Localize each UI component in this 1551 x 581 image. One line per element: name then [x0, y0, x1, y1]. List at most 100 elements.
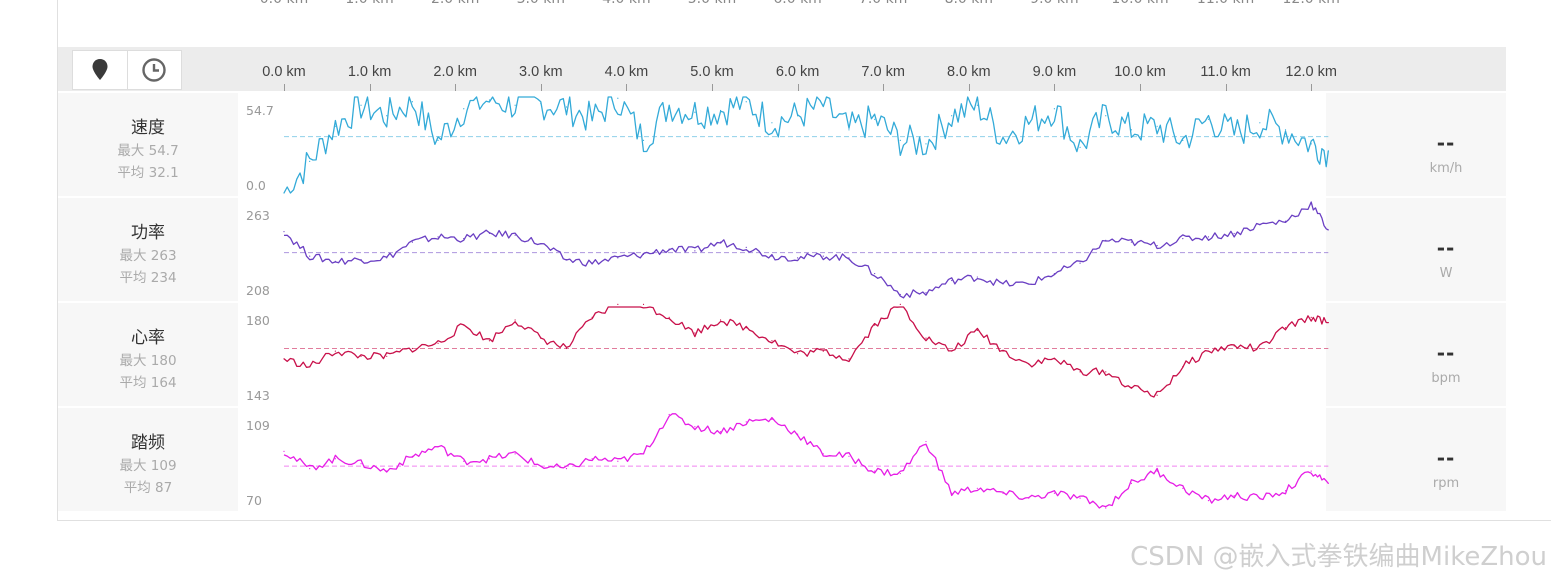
data-point: [463, 324, 465, 326]
x-tick-mark: [1054, 84, 1056, 91]
top-axis-clipped: 0.0 km 1.0 km 2.0 km 3.0 km 4.0 km 5.0 km 6.0 …: [0, 0, 1551, 10]
data-point: [283, 358, 285, 360]
power-plot-area[interactable]: [238, 198, 1326, 301]
data-point: [874, 324, 876, 326]
x-tick-mark: [883, 84, 885, 91]
time-view-button[interactable]: [126, 51, 182, 89]
data-point: [488, 458, 491, 460]
data-point: [976, 276, 978, 278]
data-point: [1079, 146, 1081, 148]
watermark: CSDN @嵌入式拳铁编曲MikeZhou: [1130, 542, 1547, 572]
x-tick-mark: [797, 84, 799, 91]
data-point: [565, 347, 568, 350]
data-point: [386, 470, 388, 472]
heart-rate-unit: bpm: [1431, 371, 1461, 386]
data-point: [668, 316, 670, 318]
cadence-current: --: [1436, 446, 1456, 470]
data-point: [899, 293, 901, 296]
chart-toolbar: [58, 47, 1506, 91]
data-point: [437, 236, 439, 238]
top-x-tick-label: 1.0 km: [345, 0, 393, 7]
data-point: [745, 421, 747, 423]
heart-rate-plot-area[interactable]: [238, 303, 1326, 406]
data-point: [514, 234, 516, 236]
speed-plot-area[interactable]: [238, 93, 1326, 196]
data-point: [565, 468, 568, 470]
data-point: [1156, 245, 1158, 247]
data-point: [1156, 470, 1158, 472]
data-point: [668, 248, 670, 250]
top-x-tick-label: 7.0 km: [859, 0, 907, 7]
data-point: [360, 463, 362, 465]
data-point: [1130, 482, 1133, 484]
data-point: [719, 319, 722, 321]
data-point: [1105, 239, 1107, 241]
data-point: [283, 231, 285, 233]
power-ytick-top: 263: [246, 208, 270, 223]
x-tick-label: 6.0 km: [775, 64, 820, 80]
data-point: [745, 101, 747, 103]
cadence-unit: rpm: [1432, 476, 1460, 491]
data-point: [1002, 350, 1004, 352]
cadence-title: 踏频: [131, 433, 165, 453]
data-point: [642, 139, 645, 141]
top-x-tick-label: 0.0 km: [260, 0, 308, 7]
data-point: [797, 257, 799, 259]
data-point: [1156, 394, 1158, 396]
speed-max: 最大 54.7: [117, 143, 179, 159]
speed-ytick-bottom: 0.0: [246, 178, 266, 193]
data-point: [617, 303, 619, 306]
x-tick-label: 9.0 km: [1032, 64, 1077, 80]
data-point: [386, 355, 388, 357]
data-point: [309, 366, 311, 368]
data-point: [797, 433, 799, 435]
data-point: [591, 262, 593, 264]
data-point: [925, 292, 927, 294]
data-point: [1284, 220, 1287, 222]
data-point: [1130, 129, 1133, 131]
data-point: [334, 458, 336, 460]
cadence-row: 踏频 最大 109 平均 87 109 70 -- rpm: [58, 408, 1506, 511]
data-point: [951, 350, 953, 352]
x-tick-mark: [284, 84, 285, 91]
speed-row: 速度 最大 54.7 平均 32.1 54.7 0.0 -- km/h: [58, 93, 1506, 196]
data-point: [540, 465, 542, 467]
data-point: [565, 106, 568, 108]
data-point: [1079, 497, 1081, 499]
data-point: [1105, 507, 1107, 509]
top-x-tick-label: 6.0 km: [773, 0, 821, 7]
data-point: [1130, 386, 1133, 389]
power-avg: 平均 234: [119, 270, 177, 286]
data-point: [642, 303, 645, 306]
top-x-tick-label: 5.0 km: [688, 0, 736, 7]
data-point: [1327, 229, 1329, 231]
speed-current: --: [1436, 131, 1456, 155]
data-point: [1130, 241, 1133, 243]
data-point: [463, 238, 465, 240]
x-tick-label: 2.0 km: [433, 64, 477, 80]
data-point: [437, 139, 439, 141]
data-point: [1028, 122, 1030, 124]
x-tick-label: 5.0 km: [690, 64, 734, 80]
data-point: [360, 355, 362, 357]
data-point: [411, 101, 413, 103]
data-point: [386, 257, 388, 259]
data-point: [1310, 203, 1312, 205]
data-point: [617, 257, 619, 259]
data-point: [1310, 470, 1312, 472]
x-tick-mark: [369, 84, 371, 91]
x-tick-mark: [968, 84, 970, 91]
power-title: 功率: [131, 223, 165, 243]
heart-rate-avg: 平均 164: [119, 375, 177, 391]
data-point: [1233, 345, 1235, 347]
data-point: [822, 255, 824, 257]
speed-chart: [283, 96, 1329, 194]
data-point: [874, 272, 876, 275]
map-view-button[interactable]: [73, 51, 127, 89]
data-point: [360, 259, 362, 261]
data-point: [1053, 492, 1055, 494]
power-readout: -- W: [1386, 198, 1506, 301]
data-point: [745, 246, 747, 248]
data-point: [488, 232, 491, 235]
heart-rate-title: 心率: [131, 328, 165, 348]
